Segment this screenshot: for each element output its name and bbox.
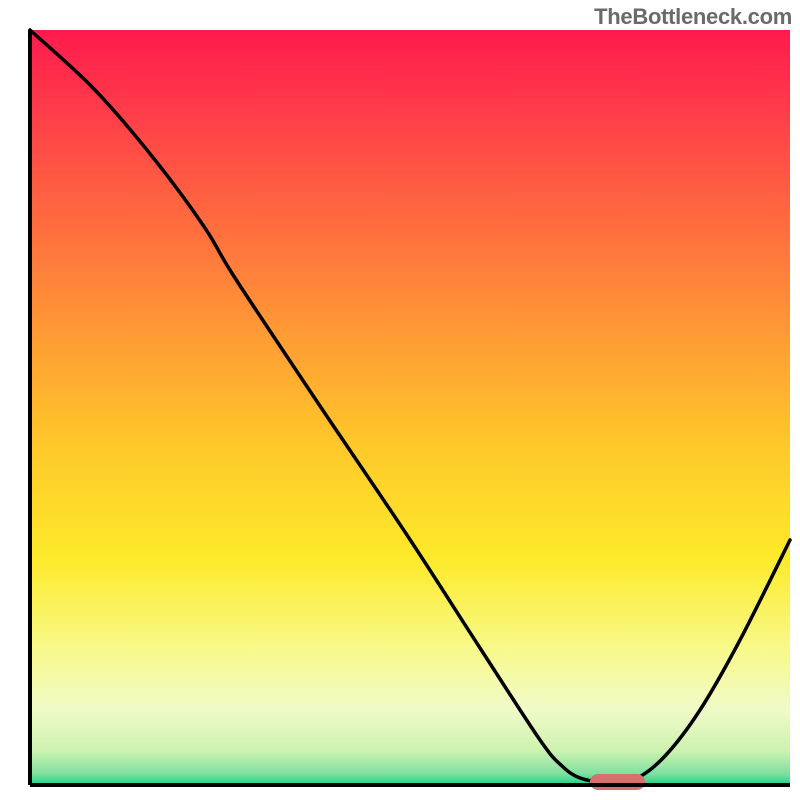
optimum-marker: [590, 774, 645, 790]
watermark-text: TheBottleneck.com: [594, 4, 792, 30]
bottleneck-chart: [0, 0, 800, 800]
plot-background: [30, 30, 790, 785]
chart-container: TheBottleneck.com: [0, 0, 800, 800]
